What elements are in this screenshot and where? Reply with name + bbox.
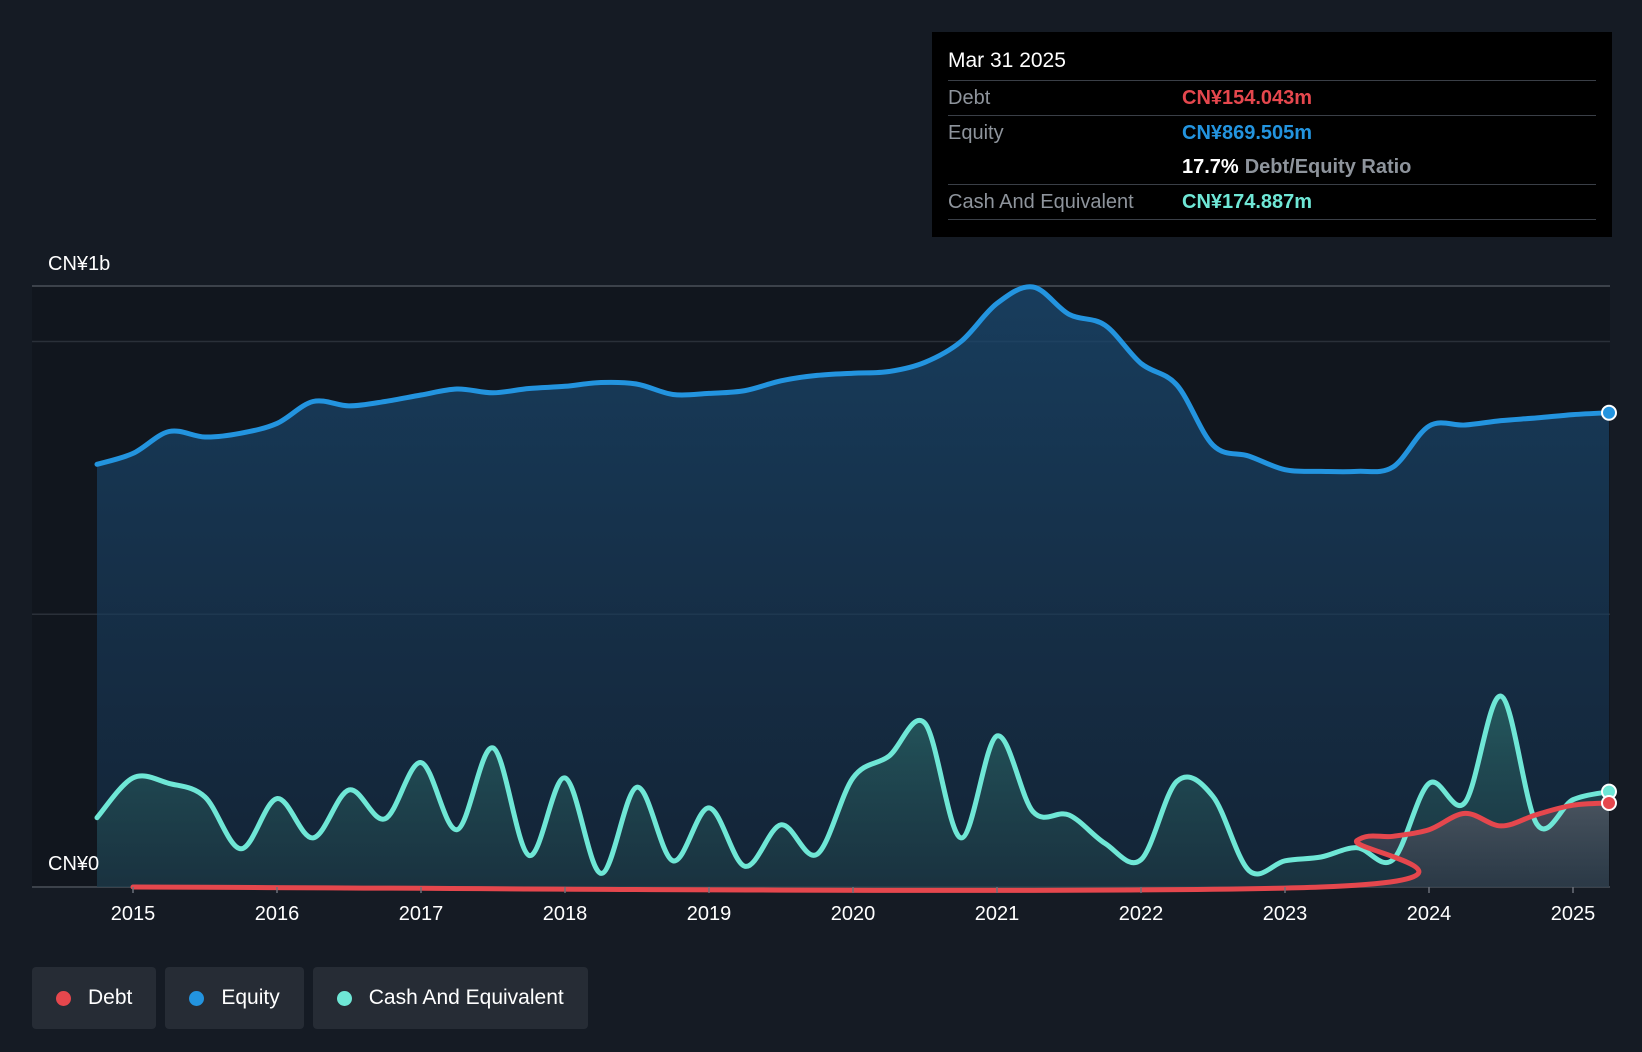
tooltip-equity-value: CN¥869.505m bbox=[1182, 122, 1313, 144]
x-tick-label: 2015 bbox=[111, 903, 156, 925]
equity-dot-icon bbox=[189, 990, 205, 1006]
x-tick-label: 2022 bbox=[1119, 903, 1164, 925]
x-tick-label: 2016 bbox=[255, 903, 300, 925]
equity-line bbox=[94, 284, 1612, 475]
tooltip-equity-row: Equity CN¥869.505m bbox=[948, 116, 1596, 150]
debt-area bbox=[133, 803, 1609, 891]
tooltip-ratio-value: 17.7% bbox=[1182, 156, 1239, 178]
x-tick-label: 2017 bbox=[399, 903, 444, 925]
tooltip-cash-value: CN¥174.887m bbox=[1182, 191, 1313, 213]
end-markers bbox=[1601, 404, 1617, 811]
x-tick-label: 2024 bbox=[1407, 903, 1452, 925]
tooltip-debt-row: Debt CN¥154.043m bbox=[948, 81, 1596, 116]
tooltip-cash-row: Cash And Equivalent CN¥174.887m bbox=[948, 185, 1596, 220]
tooltip-ratio-row: 17.7% Debt/Equity Ratio bbox=[948, 150, 1596, 185]
legend-item-cash[interactable]: Cash And Equivalent bbox=[312, 967, 588, 1029]
legend-cash-label: Cash And Equivalent bbox=[368, 986, 564, 1009]
tooltip-ratio-label: Debt/Equity Ratio bbox=[1244, 156, 1412, 178]
debt-dot-icon bbox=[56, 990, 71, 1006]
equity-area bbox=[97, 286, 1609, 887]
legend-debt-label: Debt bbox=[88, 986, 133, 1009]
debt-line bbox=[130, 800, 1612, 893]
x-axis-ticks: 2015 2016 2017 2018 2019 2020 2021 2022 2023 2024… bbox=[111, 887, 1596, 925]
data-tooltip: Mar 31 2025 Debt CN¥154.043m Equity CN¥8… bbox=[932, 32, 1612, 237]
equity-end-marker bbox=[1601, 404, 1617, 421]
cash-dot-icon bbox=[336, 990, 352, 1006]
x-tick-label: 2018 bbox=[543, 903, 588, 925]
debt-end-marker bbox=[1601, 795, 1617, 811]
legend-equity-label: Equity bbox=[221, 986, 280, 1009]
legend-item-equity[interactable]: Equity bbox=[165, 967, 304, 1029]
x-tick-label: 2025 bbox=[1551, 903, 1596, 925]
tooltip-equity-label: Equity bbox=[948, 122, 1004, 144]
y-bottom-label: CN¥0 bbox=[48, 853, 99, 875]
tooltip-debt-label: Debt bbox=[948, 87, 991, 109]
chart-legend: Debt Equity Cash And Equivalent bbox=[32, 967, 588, 1029]
tooltip-cash-label: Cash And Equivalent bbox=[948, 191, 1134, 213]
series-lines bbox=[94, 284, 1612, 893]
tooltip-date: Mar 31 2025 bbox=[948, 46, 1596, 81]
x-tick-label: 2021 bbox=[975, 903, 1020, 925]
cash-line bbox=[94, 693, 1612, 877]
legend-item-debt[interactable]: Debt bbox=[32, 967, 157, 1029]
y-top-label: CN¥1b bbox=[48, 253, 110, 275]
tooltip-debt-value: CN¥154.043m bbox=[1182, 87, 1313, 109]
x-tick-label: 2019 bbox=[687, 903, 732, 925]
x-tick-label: 2020 bbox=[831, 903, 876, 925]
x-tick-label: 2023 bbox=[1263, 903, 1308, 925]
